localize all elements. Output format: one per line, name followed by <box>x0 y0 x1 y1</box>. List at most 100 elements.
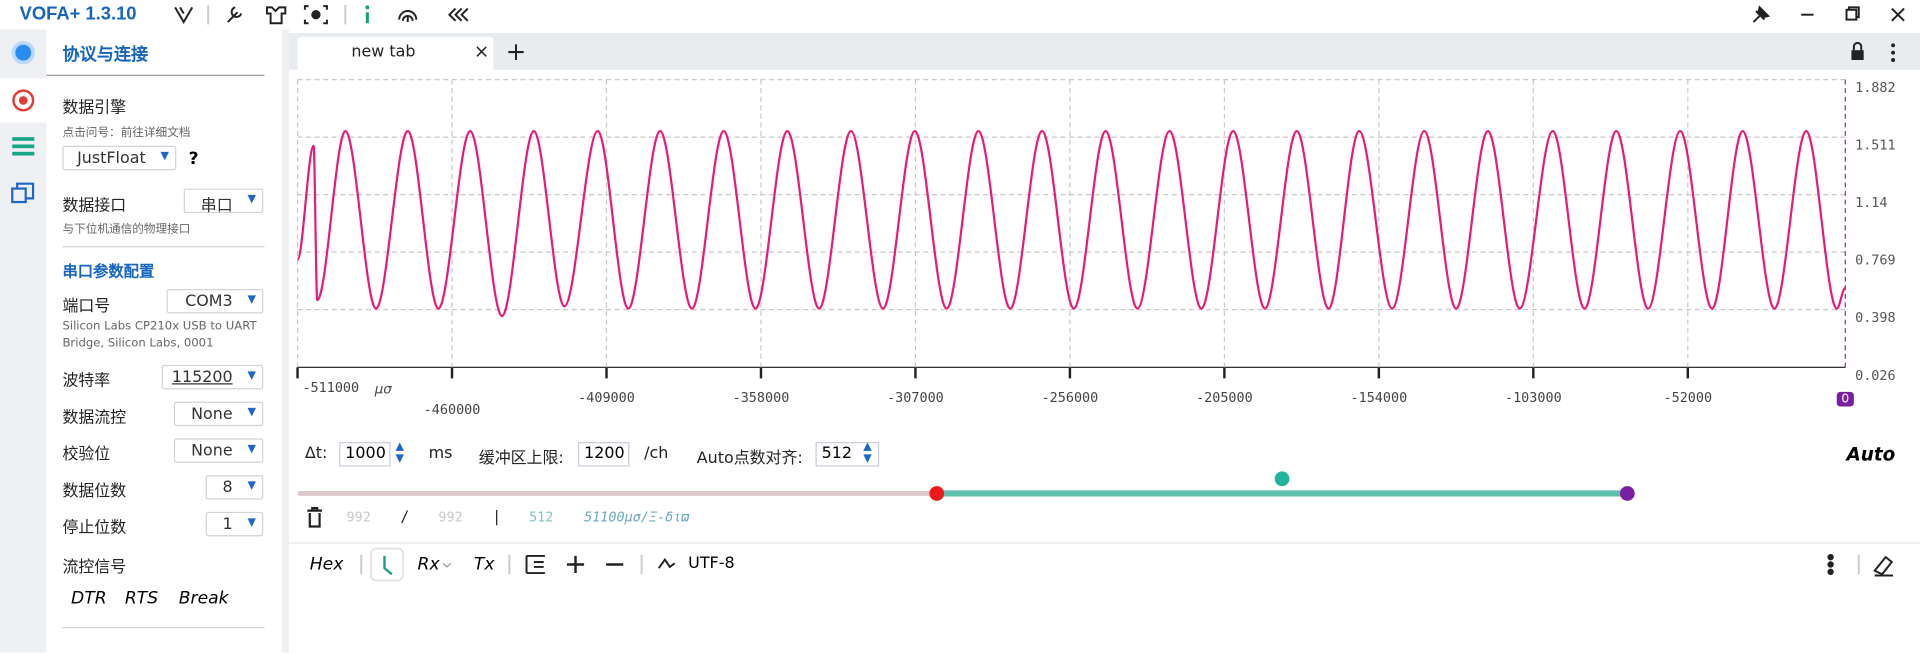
label: Auto点数对齐: <box>696 449 803 468</box>
x-tick-label: -205000 <box>1196 391 1253 406</box>
y-tick-label: 1.882 <box>1855 81 1896 96</box>
rail-icon[interactable] <box>11 41 35 65</box>
icon[interactable] <box>265 6 287 25</box>
timestamp-button[interactable] <box>370 547 404 582</box>
y-tick-label: 1.14 <box>1855 196 1887 211</box>
title-icons <box>174 4 1905 25</box>
encoding[interactable]: UTF-8 <box>688 554 735 574</box>
select[interactable]: 8 ▼ <box>205 475 264 500</box>
span: 51100μσ/Ξ-διϖ <box>584 509 690 526</box>
help[interactable]: ? <box>188 149 199 169</box>
unit: /ch <box>644 444 669 463</box>
pin[interactable] <box>1752 5 1771 23</box>
lock <box>1852 41 1863 51</box>
icon[interactable] <box>227 6 243 23</box>
align-input[interactable]: 512 <box>815 442 880 467</box>
label: 波特率 <box>62 372 111 391</box>
select[interactable]: 115200 ▼ <box>161 364 264 390</box>
label: Δt: <box>304 444 328 463</box>
hex-button[interactable]: Hex <box>309 554 344 575</box>
lock[interactable] <box>1851 50 1864 61</box>
auto-button[interactable]: Auto <box>1846 443 1896 466</box>
rx-button[interactable]: Rx <box>417 554 440 575</box>
select-value: COM3 <box>185 292 233 312</box>
icon[interactable] <box>442 562 452 568</box>
hint: 点击问号：前往详细文档 <box>62 126 191 140</box>
hint: 与下位机通信的物理接口 <box>62 222 191 237</box>
toolbar-icons <box>360 547 1894 582</box>
port-select[interactable]: COM3 ▼ <box>166 288 264 314</box>
select-value: 1 <box>222 515 233 534</box>
rail-icon[interactable] <box>12 89 35 112</box>
select-value: 串口 <box>200 197 233 216</box>
select-value: 8 <box>222 478 233 498</box>
rail-icon[interactable] <box>11 182 35 204</box>
close[interactable] <box>1891 7 1905 22</box>
flow-button[interactable]: DTR <box>71 588 107 609</box>
x-tick-label: -409000 <box>578 391 635 406</box>
icon[interactable] <box>174 6 194 24</box>
x-tick-label: -358000 <box>733 391 790 406</box>
waveform-chart: 1.882 1.511 1.14 0.769 0.398 0.026 -511000 -460… <box>296 78 1896 418</box>
eraser[interactable] <box>1873 555 1894 577</box>
select[interactable]: None ▼ <box>173 438 264 463</box>
label: 端口号 <box>62 297 111 316</box>
icon[interactable] <box>303 5 328 25</box>
slider-handle[interactable] <box>929 486 945 501</box>
y-tick-label: 0.398 <box>1855 311 1896 326</box>
tx-button[interactable]: Tx <box>473 554 495 575</box>
slider-handle[interactable] <box>1620 486 1635 501</box>
maximize <box>1848 6 1860 19</box>
icon <box>383 555 393 576</box>
tab-close[interactable]: × <box>473 40 490 63</box>
menu[interactable] <box>1891 43 1896 62</box>
dt-input[interactable]: 1000 <box>339 442 391 467</box>
add[interactable] <box>566 555 585 574</box>
flow-button[interactable]: RTS <box>124 588 159 609</box>
new-tab[interactable]: + <box>505 36 527 67</box>
x-tick-label: -256000 <box>1042 391 1099 406</box>
icon[interactable] <box>398 10 418 23</box>
icon[interactable] <box>525 554 545 575</box>
label: 数据位数 <box>62 482 127 501</box>
tab[interactable] <box>297 36 494 70</box>
icon[interactable] <box>657 557 676 569</box>
icon <box>311 10 321 20</box>
interface-select[interactable]: 串口 ▼ <box>183 188 264 216</box>
x-tick-label: -154000 <box>1351 391 1408 406</box>
x-tick-label: -103000 <box>1505 391 1562 406</box>
section-title: 串口参数配置 <box>62 262 155 281</box>
separator <box>62 246 265 248</box>
x-tick-label: -511000 <box>302 381 359 396</box>
label: 流控信号 <box>62 558 127 577</box>
spinner[interactable]: ▲ ▼ <box>395 440 404 466</box>
tab-title[interactable]: new tab <box>351 42 416 62</box>
cursor-label: 0 <box>1841 392 1849 406</box>
x-tick-label: -52000 <box>1664 391 1713 406</box>
slider-handle[interactable] <box>1274 471 1290 487</box>
select-value: 115200 <box>171 368 233 387</box>
maximize[interactable] <box>1845 8 1858 21</box>
label: 缓冲区上限: <box>478 449 564 468</box>
buffer-input[interactable]: 1200 <box>577 442 630 467</box>
x-tick-label: -460000 <box>424 403 481 418</box>
rail-icon <box>18 96 28 105</box>
y-tick-label: 1.511 <box>1855 139 1896 154</box>
flow-button[interactable]: Break <box>178 588 229 609</box>
spinner[interactable]: ▲ ▼ <box>863 440 872 466</box>
trash[interactable] <box>307 507 323 528</box>
total: 992 <box>438 509 463 526</box>
section-title: 协议与连接 <box>62 45 149 65</box>
rail-icon[interactable] <box>12 137 35 156</box>
select[interactable]: None ▼ <box>173 401 264 427</box>
label: 停止位数 <box>62 519 127 538</box>
separator-text: / <box>400 508 410 526</box>
select[interactable]: 1 ▼ <box>205 511 264 537</box>
engine-select[interactable]: JustFloat ▼ <box>62 145 177 171</box>
y-tick-label: 0.769 <box>1855 254 1896 269</box>
waveform <box>296 129 1847 318</box>
menu[interactable] <box>1827 553 1834 576</box>
icon[interactable] <box>448 7 469 22</box>
